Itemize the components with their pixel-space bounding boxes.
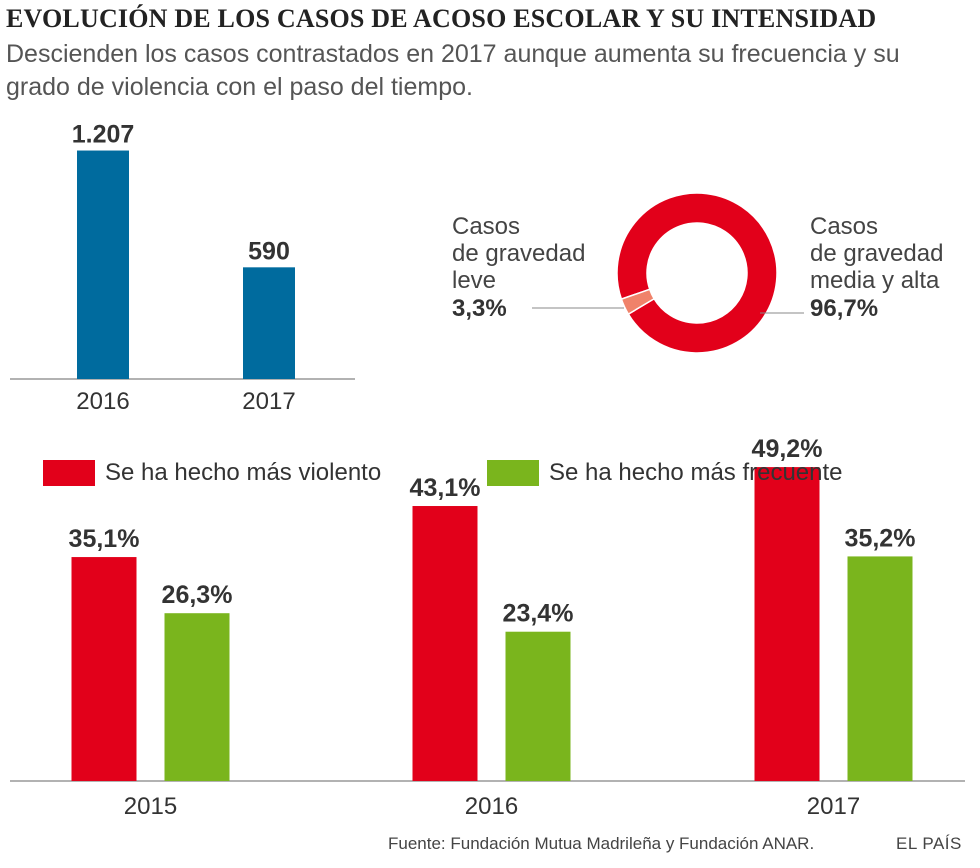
bar-2015-series-0 [71, 557, 137, 781]
legend-item-frecuente: Se ha hecho más frecuente [487, 459, 843, 487]
donut-label-media-alta-line2: de gravedad [810, 240, 944, 267]
severity-donut-chart [532, 192, 804, 354]
x-tick-label-2016: 2016 [76, 388, 129, 415]
x-tick-label-2015: 2015 [124, 793, 177, 820]
source-note: Fuente: Fundación Mutua Madrileña y Fund… [388, 834, 815, 853]
bar-2016-series-1 [505, 631, 571, 781]
donut-label-leve-line2: de gravedad [452, 240, 586, 267]
bar-2015-series-1 [164, 613, 230, 781]
donut-label-media-alta-line1: Casos [810, 213, 879, 240]
legend-item-violento: Se ha hecho más violento [43, 459, 381, 487]
bar-value-label-2016-series-1: 23,4% [503, 600, 574, 628]
cases-bar-chart: 1.207 2016 590 2017 [10, 121, 355, 415]
donut-label-leve-line3: leve [452, 267, 497, 294]
donut-slice-1 [620, 288, 656, 316]
x-tick-label-2017: 2017 [242, 388, 295, 415]
bar-value-label-2016-series-0: 43,1% [410, 474, 481, 502]
legend-swatch-green [487, 460, 539, 486]
bar-value-label-2015-series-0: 35,1% [69, 525, 140, 553]
bar-value-label-2015-series-1: 26,3% [162, 581, 233, 609]
donut-label-leve-line1: Casos [452, 213, 521, 240]
bar-2017 [243, 267, 295, 379]
legend-swatch-red [43, 460, 95, 486]
legend-label-violento: Se ha hecho más violento [105, 459, 382, 486]
donut-value-leve: 3,3% [452, 295, 507, 322]
donut-slice-0 [616, 192, 778, 354]
donut-label-leve: Casos de gravedad leve [452, 213, 585, 294]
intensity-grouped-bar-chart: 35,1% 26,3% 2015 43,1% 23,4% 2016 49,2% 35,2% 20… [10, 435, 965, 820]
bar-value-label-2016: 1.207 [72, 121, 135, 149]
x-tick-label-2017: 2017 [807, 793, 860, 820]
donut-label-media-alta: Casos de gravedad media y alta [810, 213, 943, 294]
bar-2016-series-0 [412, 506, 478, 781]
x-tick-label-2016: 2016 [465, 793, 518, 820]
donut-value-media-alta: 96,7% [810, 295, 879, 322]
chart-title: EVOLUCIÓN DE LOS CASOS DE ACOSO ESCOLAR … [6, 4, 877, 33]
chart-subtitle: Descienden los casos contrastados en 201… [6, 40, 900, 101]
legend-label-frecuente: Se ha hecho más frecuente [549, 459, 843, 486]
bar-value-label-2017: 590 [248, 237, 290, 265]
bar-value-label-2017-series-0: 49,2% [752, 435, 823, 463]
bar-2016 [77, 150, 129, 379]
brand-logo-text: EL PAÍS [896, 834, 962, 853]
bar-2017-series-0 [754, 467, 820, 781]
donut-label-media-alta-line3: media y alta [810, 267, 940, 294]
bar-2017-series-1 [847, 556, 913, 781]
bar-value-label-2017-series-1: 35,2% [845, 524, 916, 552]
